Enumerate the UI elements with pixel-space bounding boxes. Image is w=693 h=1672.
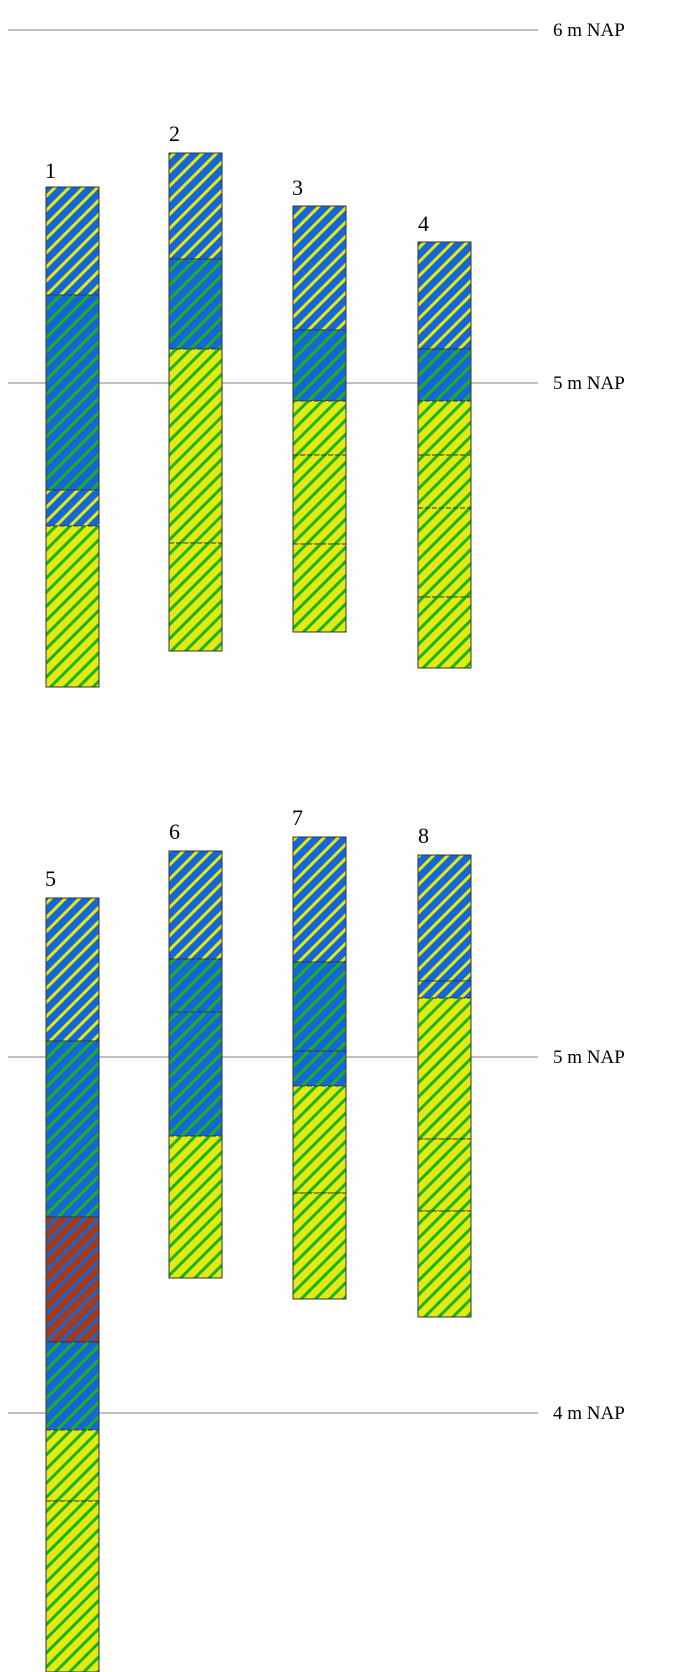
soil-layer-yellow-green: [292, 543, 347, 633]
soil-layer-blue-green: [292, 1050, 347, 1087]
soil-layer-yellow-green: [417, 596, 472, 669]
soil-layer-blue-yellow: [168, 152, 223, 260]
boring-column-7: 7: [292, 805, 347, 1300]
boring-column-5: 5: [45, 866, 100, 1672]
soil-layer-blue-yellow: [45, 897, 100, 1042]
boring-column-8: 8: [417, 823, 472, 1318]
soil-layer-yellow-green: [417, 507, 472, 598]
soil-layer-blue-green: [292, 961, 347, 1052]
column-outline: [292, 836, 347, 1300]
boring-number-label: 2: [169, 121, 180, 146]
boring-columns: 1 2 3 4 5 6 7 8: [45, 121, 472, 1672]
soil-layer-blue-green: [168, 958, 223, 1013]
soil-layer-blue-yellow: [45, 489, 100, 527]
level-label: 5 m NAP: [553, 373, 625, 394]
soil-layer-blue-green: [417, 348, 472, 402]
soil-layer-blue-yellow: [417, 854, 472, 982]
boring-number-label: 8: [418, 823, 429, 848]
soil-layer-yellow-green: [292, 454, 347, 545]
soil-layer-blue-green: [292, 329, 347, 402]
boring-column-2: 2: [168, 121, 223, 652]
soil-layer-brown-blue: [45, 1216, 100, 1343]
soil-layer-blue-yellow: [45, 186, 100, 296]
soil-layer-yellow-green: [168, 542, 223, 652]
soil-layer-yellow-green: [45, 1429, 100, 1502]
column-outline: [45, 186, 100, 688]
column-outline: [168, 850, 223, 1279]
level-label: 5 m NAP: [553, 1047, 625, 1068]
boring-column-3: 3: [292, 175, 347, 633]
boring-number-label: 3: [292, 175, 303, 200]
soil-layer-yellow-green: [417, 400, 472, 456]
column-outline: [417, 241, 472, 669]
soil-layer-yellow-green: [45, 525, 100, 688]
soil-layer-blue-green: [168, 258, 223, 350]
soil-layer-yellow-green: [45, 1500, 100, 1672]
column-outline: [45, 897, 100, 1672]
soil-layer-yellow-green: [417, 1138, 472, 1212]
soil-layer-yellow-green: [168, 348, 223, 544]
soil-layer-yellow-green: [417, 997, 472, 1140]
boring-number-label: 1: [45, 158, 56, 183]
soil-layer-blue-green: [45, 294, 100, 491]
soil-layer-yellow-green: [417, 454, 472, 509]
soil-layer-blue-yellow: [292, 205, 347, 331]
boring-number-label: 7: [292, 805, 303, 830]
column-outline: [417, 854, 472, 1318]
soil-layer-blue-yellow: [417, 241, 472, 350]
soil-layer-yellow-green: [168, 1135, 223, 1279]
boring-number-label: 6: [169, 819, 180, 844]
boring-column-6: 6: [168, 819, 223, 1279]
boring-number-label: 4: [418, 211, 429, 236]
level-label: 6 m NAP: [553, 20, 625, 41]
soil-layer-yellow-green: [417, 1210, 472, 1318]
level-label: 4 m NAP: [553, 1403, 625, 1424]
soil-layer-yellow-green: [292, 1085, 347, 1194]
soil-layer-yellow-green: [292, 1192, 347, 1300]
boring-column-4: 4: [417, 211, 472, 669]
soil-layer-blue-yellow: [168, 850, 223, 960]
boring-number-label: 5: [45, 866, 56, 891]
column-outline: [168, 152, 223, 652]
soil-layer-blue-yellow: [417, 980, 472, 999]
soil-layer-blue-green: [168, 1011, 223, 1137]
soil-layer-blue-green: [45, 1341, 100, 1431]
boring-column-1: 1: [45, 158, 100, 688]
soil-layer-blue-green: [45, 1040, 100, 1218]
soil-layer-yellow-green: [292, 400, 347, 456]
soil-layer-blue-yellow: [292, 836, 347, 963]
column-outline: [292, 205, 347, 633]
